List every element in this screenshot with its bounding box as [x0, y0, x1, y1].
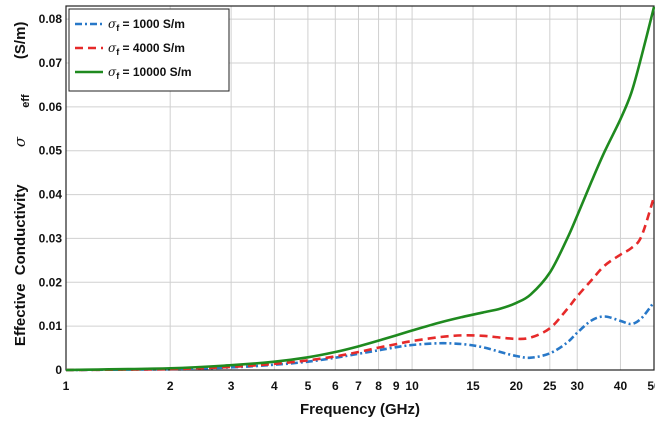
- legend-label: σf = 10000 S/m: [108, 65, 192, 81]
- x-tick-label: 25: [543, 379, 557, 393]
- tick-labels: 1 2 3 4 5 6 789 10 15 20 25 30 40 50 0 0.01 0.02 0.03 0.04…: [39, 12, 655, 393]
- x-tick-label: 7: [355, 379, 362, 393]
- legend-label: σf = 1000 S/m: [108, 17, 185, 33]
- legend-box: [68, 8, 230, 92]
- series-line-3: [65, 6, 655, 372]
- x-tick-label: 6: [332, 379, 339, 393]
- x-tick-label: 30: [571, 379, 585, 393]
- x-tick-label: 20: [510, 379, 524, 393]
- series-line-2: [65, 196, 655, 372]
- legend-label: σf = 4000 S/m: [108, 41, 185, 57]
- x-tick-label: 2: [167, 379, 174, 393]
- y-axis-label-text: Effective Conductivity: [12, 184, 29, 346]
- y-axis-label-unit: (S/m): [12, 22, 29, 60]
- x-tick-label: 8: [375, 379, 382, 393]
- legend: σf = 1000 S/m σf = 4000 S/m σf = 10000 S/m: [68, 8, 230, 92]
- x-tick-label: 10: [405, 379, 419, 393]
- x-tick-label: 3: [228, 379, 235, 393]
- y-tick-label: 0.04: [39, 188, 63, 202]
- y-axis-label-subscript: eff: [20, 94, 32, 108]
- y-axis-title: Effective Conductivity σ eff (S/m): [11, 1, 33, 376]
- y-tick-label: 0.05: [39, 144, 63, 158]
- x-tick-label: 5: [305, 379, 312, 393]
- series-layer: [65, 6, 655, 372]
- x-tick-label: 4: [271, 379, 278, 393]
- x-tick-label: 9: [393, 379, 400, 393]
- x-axis-title: Frequency (GHz): [300, 401, 420, 418]
- plot-frame: [65, 5, 655, 371]
- svg-text:Effective Conductivity: Effective Conductivity σ eff (S/m): [11, 1, 33, 376]
- y-tick-label: 0.07: [39, 56, 63, 70]
- x-tick-label: 1: [63, 379, 70, 393]
- y-tick-label: 0.03: [39, 231, 63, 245]
- y-axis-label-symbol: σ: [11, 136, 29, 147]
- grid: [65, 6, 655, 371]
- y-tick-label: 0.08: [39, 12, 63, 26]
- y-tick-label: 0.02: [39, 275, 63, 289]
- y-tick-label: 0.01: [39, 319, 63, 333]
- x-tick-label: 50: [647, 379, 655, 393]
- y-tick-label: 0.06: [39, 100, 63, 114]
- y-tick-label: 0: [55, 363, 62, 377]
- x-tick-label: 40: [614, 379, 628, 393]
- x-tick-label: 15: [466, 379, 480, 393]
